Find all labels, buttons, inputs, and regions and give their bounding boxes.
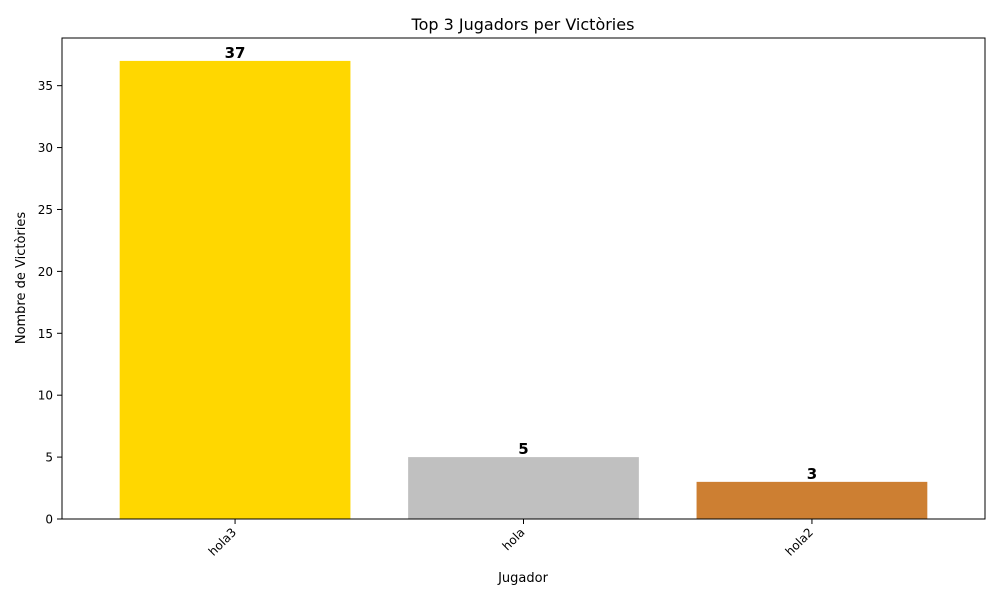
y-tick-label: 30: [38, 141, 53, 155]
x-axis-ticks: hola3 hola hola2: [206, 519, 816, 559]
bar-value-label: 5: [518, 440, 528, 458]
x-tick-label: hola2: [783, 525, 816, 558]
y-tick-label: 25: [38, 203, 53, 217]
y-tick-label: 10: [38, 389, 53, 403]
y-axis-label: Nombre de Victòries: [14, 212, 29, 345]
bar-value-label: 37: [225, 44, 246, 62]
y-tick-label: 15: [38, 327, 53, 341]
bar-value-label: 3: [807, 465, 817, 483]
x-tick-label: hola: [500, 525, 528, 553]
bars-group: [119, 60, 928, 520]
bar-hola2: [696, 481, 928, 519]
bar-hola3: [119, 60, 351, 520]
y-tick-label: 20: [38, 265, 53, 279]
y-tick-label: 35: [38, 79, 53, 93]
x-tick-label: hola3: [206, 525, 239, 558]
y-tick-label: 5: [45, 451, 53, 465]
y-axis-ticks: 0 5 10 15 20 25 30 35: [38, 79, 62, 527]
bar-hola: [408, 457, 639, 519]
x-axis-label: Jugador: [497, 571, 548, 586]
y-tick-label: 0: [45, 513, 53, 527]
plot-area-frame: [61, 37, 986, 520]
chart-title: Top 3 Jugadors per Victòries: [411, 15, 635, 34]
bar-data-labels: 37 5 3: [225, 44, 818, 483]
